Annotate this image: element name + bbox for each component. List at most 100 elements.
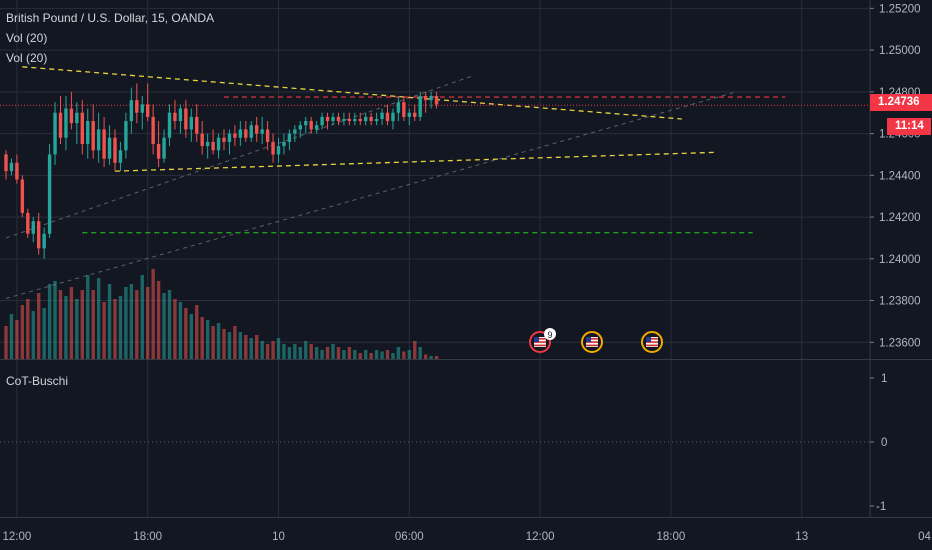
candle [325, 112, 330, 130]
flag-stripe [534, 338, 546, 340]
candle-body [309, 121, 313, 130]
candle [413, 104, 417, 122]
candle [369, 112, 373, 126]
candle-body [205, 141, 210, 147]
volume-bar [336, 347, 341, 359]
candle-body [178, 108, 183, 122]
volume-bar [107, 284, 112, 359]
candle [282, 133, 286, 155]
candle [86, 108, 90, 159]
candle [129, 87, 134, 134]
candle [178, 104, 183, 134]
candle-body [320, 116, 324, 126]
volume-bar [293, 344, 297, 359]
candle-body [15, 162, 19, 180]
candle-body [336, 116, 341, 122]
us-flag-event-icon[interactable] [581, 331, 603, 353]
candle [287, 129, 292, 151]
us-flag-event-icon[interactable] [641, 331, 663, 353]
volume-bar [298, 347, 302, 359]
volume-legend-1[interactable]: Vol (20) [6, 31, 48, 45]
candle [75, 102, 79, 145]
candle [418, 91, 422, 122]
volume-bar [167, 290, 172, 359]
candle [9, 158, 14, 176]
candle [64, 96, 68, 151]
candle [53, 102, 57, 165]
candle [156, 121, 161, 167]
candle [102, 116, 106, 167]
volume-legend-2[interactable]: Vol (20) [6, 51, 48, 65]
volume-bar [140, 275, 144, 359]
candle-body [140, 104, 144, 113]
badge-count: 9 [547, 330, 552, 340]
price-axis-label: 1.24000 [879, 254, 921, 266]
candle [189, 108, 193, 142]
event-markers[interactable]: 9 [529, 328, 663, 353]
flag-canton [646, 337, 651, 342]
volume-bars [4, 269, 439, 359]
candle-body [113, 137, 117, 163]
volume-bar [402, 351, 406, 359]
candle [364, 112, 368, 126]
volume-bar [385, 350, 390, 359]
candle-body [325, 116, 330, 122]
candle-body [238, 129, 243, 138]
candle [336, 112, 341, 126]
candle [265, 121, 270, 151]
flag-canton [586, 337, 591, 342]
volume-bar [314, 347, 319, 359]
symbol-title[interactable]: British Pound / U.S. Dollar, 15, OANDA [6, 11, 215, 25]
volume-bar [413, 341, 417, 359]
flag-stripe [586, 341, 598, 343]
candle-body [314, 125, 319, 130]
candle [342, 112, 346, 126]
candle [26, 208, 30, 238]
lower-pane-title[interactable]: CoT-Buschi [6, 374, 69, 388]
candle-body [189, 116, 193, 130]
time-axis-label: 04:00 [918, 531, 932, 543]
candle-body [293, 129, 297, 134]
flag-canton [534, 337, 539, 342]
event-count-badge: 9 [544, 328, 556, 340]
volume-bar [222, 329, 226, 359]
volume-bar [260, 341, 264, 359]
volume-bar [358, 353, 362, 359]
candle-body [374, 118, 379, 122]
drawing-overlays[interactable] [0, 66, 870, 299]
candle [69, 91, 74, 130]
candle-body [167, 112, 172, 138]
candle [298, 121, 302, 138]
candle-body [9, 162, 14, 172]
candle [4, 150, 8, 180]
candle-body [429, 96, 433, 101]
volume-bar [47, 284, 52, 359]
candle-body [233, 133, 237, 138]
candle-body [342, 118, 346, 122]
candle [276, 137, 281, 163]
ascending-trendline [114, 151, 715, 172]
volume-bar [37, 293, 41, 359]
candle-body [434, 96, 439, 105]
candle-body [347, 118, 352, 122]
candle-body [75, 112, 79, 124]
volume-bar [69, 287, 74, 359]
time-axis-label: 18:00 [657, 531, 686, 543]
time-axis-label: 12:00 [526, 531, 555, 543]
chart-grid [0, 0, 870, 517]
current-price-tag: 1.24736 [870, 94, 932, 111]
candle-body [26, 212, 30, 234]
candle [429, 91, 433, 109]
candle [140, 96, 144, 130]
volume-bar [75, 299, 79, 359]
candle [407, 108, 411, 126]
candle-body [396, 102, 401, 113]
flag-stripe [646, 344, 658, 347]
time-axis-label: 13 [795, 531, 808, 543]
volume-bar [238, 332, 243, 359]
candle-body [195, 116, 199, 134]
candle [309, 116, 313, 134]
flag-stripe [534, 344, 546, 347]
